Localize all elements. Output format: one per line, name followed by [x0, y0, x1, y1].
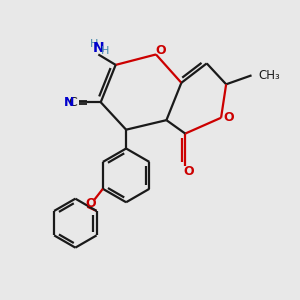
Text: O: O [223, 111, 234, 124]
Text: H: H [90, 39, 98, 49]
Text: N: N [64, 96, 74, 109]
Text: CH₃: CH₃ [258, 69, 280, 82]
Text: O: O [85, 197, 96, 210]
Text: O: O [183, 165, 194, 178]
Text: H: H [101, 46, 109, 56]
Text: O: O [155, 44, 166, 57]
Text: C: C [68, 96, 77, 109]
Text: N: N [92, 41, 104, 56]
